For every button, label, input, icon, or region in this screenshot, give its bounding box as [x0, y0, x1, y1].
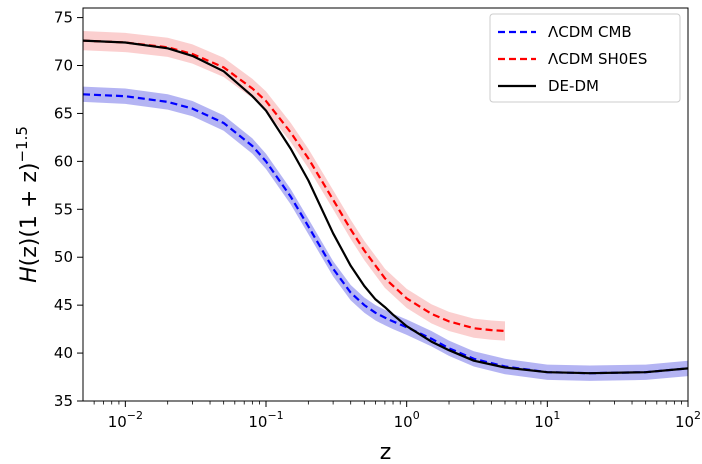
y-tick-label: 45 — [54, 296, 73, 314]
y-axis-label-exponent: −1.5 — [13, 126, 31, 162]
y-tick-label: 50 — [54, 248, 73, 266]
legend-label-0: ΛCDM CMB — [548, 23, 632, 41]
y-axis-label: H(z)(1 + z)−1.5 — [13, 126, 42, 283]
band-1 — [83, 31, 505, 341]
y-tick-label: 70 — [54, 57, 73, 75]
legend-label-1: ΛCDM SH0ES — [548, 50, 647, 68]
x-axis-ticks: 10−2 10−1 100 101 102 — [93, 401, 701, 431]
y-tick-label: 75 — [54, 9, 73, 27]
band-0 — [83, 86, 688, 381]
x-tick-label: 101 — [534, 409, 560, 431]
legend-box — [489, 13, 681, 103]
y-axis-ticks: 35 40 45 50 55 60 65 70 75 — [54, 9, 83, 410]
x-tick-label: 102 — [675, 409, 701, 431]
svg-text:H(z)(1 + z)−1.5: H(z)(1 + z)−1.5 — [13, 126, 42, 283]
y-tick-label: 55 — [54, 200, 73, 218]
legend-label-2: DE-DM — [548, 77, 599, 95]
y-tick-label: 65 — [54, 104, 73, 122]
y-axis-label-z: (z)(1 + z) — [17, 163, 42, 267]
confidence-bands — [83, 31, 688, 381]
series-lines — [82, 39, 689, 375]
x-tick-label: 10−2 — [108, 409, 143, 431]
y-tick-label: 35 — [54, 392, 73, 410]
series-line-1 — [82, 39, 506, 333]
x-tick-label: 100 — [394, 409, 420, 431]
legend: ΛCDM CMB ΛCDM SH0ES DE-DM — [489, 13, 681, 103]
plot-frame — [82, 7, 689, 402]
series-line-0 — [82, 93, 689, 375]
x-axis-label: z — [380, 440, 392, 464]
y-tick-label: 40 — [54, 344, 73, 362]
y-tick-label: 60 — [54, 152, 73, 170]
x-tick-label: 10−1 — [248, 409, 283, 431]
series-line-2 — [82, 39, 689, 375]
y-axis-label-h: H — [17, 266, 42, 283]
